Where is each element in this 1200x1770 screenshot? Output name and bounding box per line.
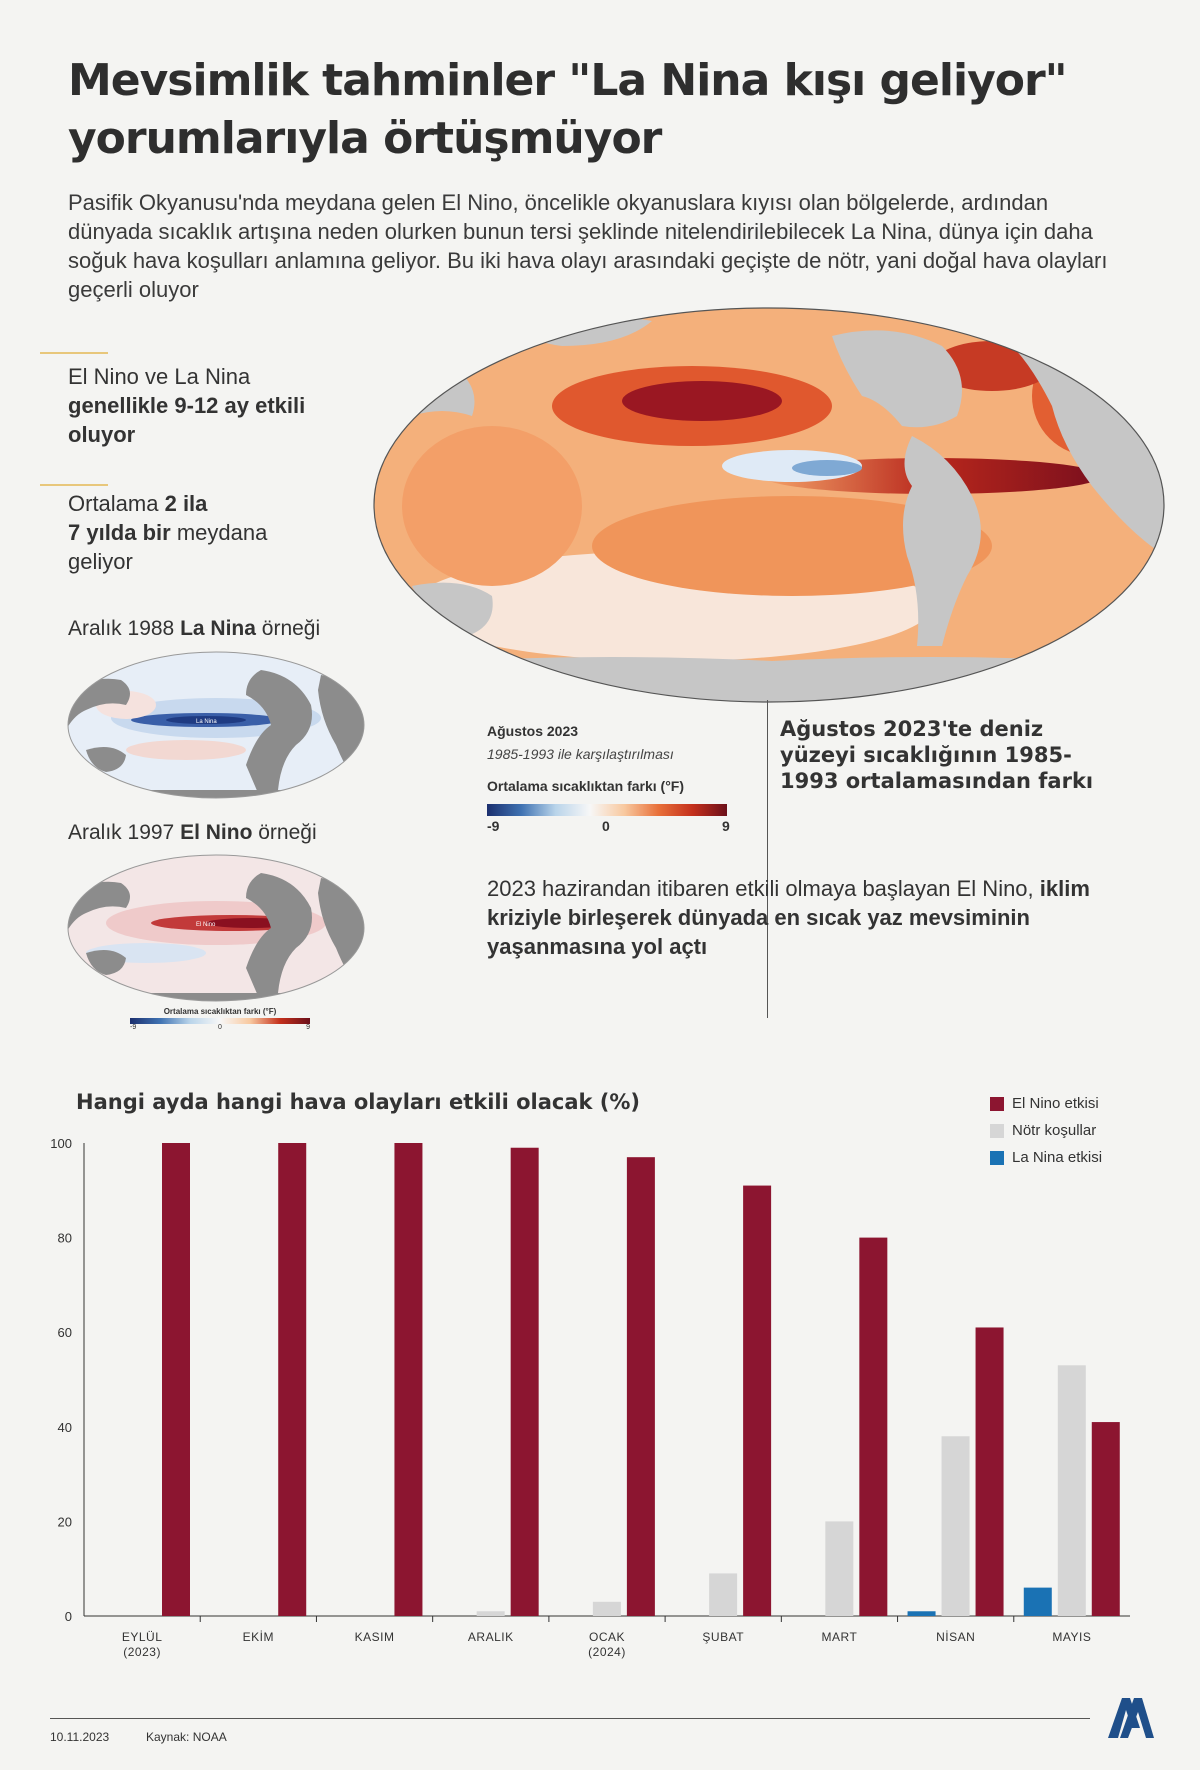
bar-lanina xyxy=(907,1611,936,1616)
map-title: Ağustos 2023 xyxy=(487,723,579,739)
map-scale-min: -9 xyxy=(487,818,500,834)
sea-surface-temperature-map xyxy=(373,307,1165,703)
bar-notr xyxy=(1057,1365,1086,1616)
lanina-map-label: La Nina xyxy=(196,719,217,725)
bar-lanina xyxy=(1023,1587,1052,1616)
y-tick-label: 80 xyxy=(58,1231,72,1246)
bar-elnino xyxy=(162,1143,190,1616)
x-tick-label: MAYIS xyxy=(1052,1630,1091,1644)
fact-frequency-plain-2: meydana geliyor xyxy=(68,520,268,574)
lanina-label-post: örneği xyxy=(255,617,321,640)
x-tick-label: OCAK xyxy=(589,1630,625,1644)
x-tick-label: ŞUBAT xyxy=(702,1630,744,1644)
forecast-bar-chart: 0 20 40 60 80 100 EYLÜL(2023) EKİM KASIM ARALIK OC… xyxy=(50,1136,1130,1659)
x-tick-label: MART xyxy=(822,1630,858,1644)
elnino-label-post: örneği xyxy=(252,821,317,844)
legend-label-notr: Nötr koşullar xyxy=(1012,1122,1097,1139)
small-scale-mid: 0 xyxy=(218,1024,222,1031)
small-scale-min: -9 xyxy=(130,1024,137,1031)
map-scale-title: Ortalama sıcaklıktan farkı (°F) xyxy=(487,778,685,794)
bar-notr xyxy=(592,1601,621,1616)
bar-elnino xyxy=(859,1237,888,1616)
fact-frequency-plain-1: Ortalama xyxy=(68,491,165,516)
x-tick-label: (2023) xyxy=(123,1645,161,1659)
x-tick-label: (2024) xyxy=(588,1645,626,1659)
map-color-scale xyxy=(487,804,727,816)
bar-elnino xyxy=(975,1327,1004,1616)
x-tick-label: EYLÜL xyxy=(122,1630,163,1644)
legend-label-lanina: La Nina etkisi xyxy=(1012,1149,1103,1166)
bar-notr xyxy=(476,1611,505,1616)
bar-elnino xyxy=(626,1157,655,1616)
elnino-map-label: El Nino xyxy=(196,922,216,928)
bar-notr xyxy=(709,1573,738,1616)
footer-date: 10.11.2023 xyxy=(50,1730,110,1744)
lanina-example-label: Aralık 1988 La Nina örneği xyxy=(68,617,320,641)
map-divider xyxy=(767,700,768,1018)
legend-label-elnino: El Nino etkisi xyxy=(1012,1095,1099,1112)
y-tick-label: 100 xyxy=(50,1136,72,1151)
bar-elnino xyxy=(1091,1422,1120,1616)
elnino-label-bold: El Nino xyxy=(180,821,253,844)
bar-notr xyxy=(941,1436,970,1616)
y-tick-label: 60 xyxy=(58,1325,72,1340)
footer-divider xyxy=(50,1718,1090,1719)
title-line-1: Mevsimlik tahminler "La Nina kışı geliyo… xyxy=(68,55,1068,106)
fact-duration-bold: genellikle 9-12 ay etkili oluyor xyxy=(68,393,306,447)
legend-item-notr: Nötr koşullar xyxy=(990,1117,1102,1144)
legend-item-lanina: La Nina etkisi xyxy=(990,1144,1102,1171)
chart-legend: El Nino etkisi Nötr koşullar La Nina etk… xyxy=(990,1090,1102,1171)
small-scale-max: 9 xyxy=(306,1024,310,1031)
elnino-1997-map: El Nino xyxy=(67,854,365,1002)
bar-elnino xyxy=(394,1143,423,1616)
aa-logo xyxy=(1108,1698,1154,1738)
bar-notr xyxy=(825,1521,854,1616)
map-subtitle: 1985-1993 ile karşılaştırılması xyxy=(487,746,674,762)
elnino-example-label: Aralık 1997 El Nino örneği xyxy=(68,821,317,845)
map-description-heading: Ağustos 2023'te deniz yüzeyi sıcaklığını… xyxy=(780,717,1094,793)
chart-title: Hangi ayda hangi hava olayları etkili ol… xyxy=(76,1090,641,1114)
map-scale-max: 9 xyxy=(722,818,730,834)
fact-divider-2 xyxy=(40,484,108,486)
x-tick-label: NİSAN xyxy=(936,1630,975,1644)
fact-duration: El Nino ve La Nina genellikle 9-12 ay et… xyxy=(68,362,368,449)
lanina-1988-map: La Nina xyxy=(67,651,365,799)
fact-frequency-bold-1: 2 ila xyxy=(164,491,208,516)
small-scale-bar xyxy=(130,1018,310,1024)
bar-elnino xyxy=(743,1185,772,1616)
footer-source: Kaynak: NOAA xyxy=(146,1730,227,1744)
map-body-plain: 2023 hazirandan itibaren etkili olmaya b… xyxy=(487,876,1040,901)
title-line-2: yorumlarıyla örtüşmüyor xyxy=(68,113,662,164)
fact-frequency: Ortalama 2 ila 7 yılda bir meydana geliy… xyxy=(68,489,308,576)
y-tick-label: 40 xyxy=(58,1420,72,1435)
bar-elnino xyxy=(278,1143,307,1616)
x-tick-label: EKİM xyxy=(243,1630,274,1644)
x-tick-label: ARALIK xyxy=(468,1630,514,1644)
map-body-bold: iklim kriziyle birleşerek dünyada en sıc… xyxy=(487,876,1090,959)
map-description-body: 2023 hazirandan itibaren etkili olmaya b… xyxy=(487,874,1147,961)
legend-swatch-notr xyxy=(990,1123,1004,1138)
fact-duration-plain: El Nino ve La Nina xyxy=(68,364,251,389)
map-scale-mid: 0 xyxy=(602,818,610,834)
small-color-scale: Ortalama sıcaklıktan farkı (°F) -9 0 9 xyxy=(130,1007,310,1034)
y-tick-label: 0 xyxy=(65,1609,72,1624)
y-tick-label: 20 xyxy=(58,1514,72,1529)
page-title: Mevsimlik tahminler "La Nina kışı geliyo… xyxy=(68,52,1068,168)
small-scale-title: Ortalama sıcaklıktan farkı (°F) xyxy=(163,1007,277,1016)
lanina-label-bold: La Nina xyxy=(180,617,256,640)
lanina-label-pre: Aralık 1988 xyxy=(68,617,181,640)
elnino-label-pre: Aralık 1997 xyxy=(68,821,181,844)
fact-divider-1 xyxy=(40,352,108,354)
legend-swatch-elnino xyxy=(990,1096,1004,1111)
x-tick-label: KASIM xyxy=(355,1630,395,1644)
legend-swatch-lanina xyxy=(990,1150,1004,1165)
intro-paragraph: Pasifik Okyanusu'nda meydana gelen El Ni… xyxy=(68,190,1108,302)
bar-elnino xyxy=(510,1147,539,1616)
legend-item-elnino: El Nino etkisi xyxy=(990,1090,1102,1117)
fact-frequency-bold-2: 7 yılda bir xyxy=(68,520,171,545)
